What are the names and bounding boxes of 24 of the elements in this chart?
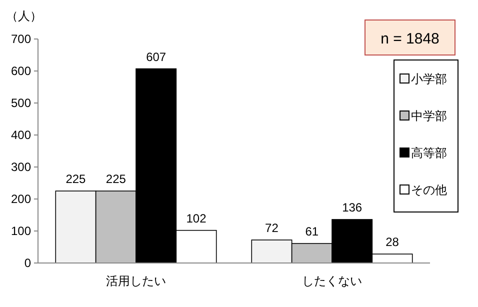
legend-label: その他 bbox=[411, 183, 447, 198]
y-tick-label: 500 bbox=[10, 96, 32, 110]
y-tick-label: 0 bbox=[24, 256, 32, 270]
y-tick-label: 200 bbox=[10, 192, 32, 206]
x-tick-label: したくない bbox=[302, 274, 362, 288]
data-label: 225 bbox=[66, 172, 86, 186]
data-label: 28 bbox=[386, 235, 400, 250]
y-tick-label: 400 bbox=[10, 128, 32, 142]
data-label: 61 bbox=[305, 224, 319, 238]
legend-label: 高等部 bbox=[411, 146, 447, 160]
y-tick-label: 100 bbox=[10, 224, 32, 238]
legend-label: 小学部 bbox=[411, 72, 447, 86]
data-label: 136 bbox=[342, 200, 362, 214]
y-tick-label: 300 bbox=[10, 160, 32, 174]
data-label: 225 bbox=[106, 172, 126, 186]
y-tick-label: 700 bbox=[10, 32, 32, 46]
y-tick-label: 600 bbox=[10, 64, 32, 78]
annotation: n = 1848 bbox=[380, 30, 440, 48]
data-label: 102 bbox=[186, 211, 207, 226]
x-tick-label: 活用したい bbox=[106, 274, 166, 288]
legend-label: 中学部 bbox=[411, 109, 447, 124]
y-axis-title: （人） bbox=[6, 9, 42, 23]
data-label: 72 bbox=[265, 220, 279, 235]
data-label: 607 bbox=[146, 50, 166, 64]
